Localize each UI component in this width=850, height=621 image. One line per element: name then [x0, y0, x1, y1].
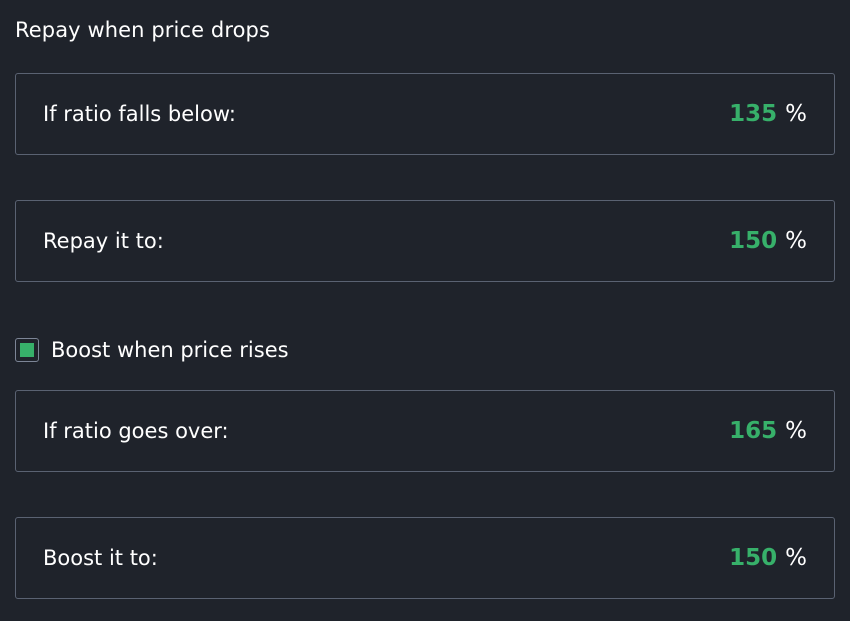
checkbox-checked-indicator — [20, 343, 34, 357]
boost-target-field[interactable]: Boost it to: 150 % — [15, 517, 835, 599]
repay-target-field[interactable]: Repay it to: 150 % — [15, 200, 835, 282]
repay-trigger-field[interactable]: If ratio falls below: 135 % — [15, 73, 835, 155]
boost-trigger-input[interactable]: 165 — [729, 418, 778, 444]
repay-target-label: Repay it to: — [43, 229, 164, 253]
boost-section-title[interactable]: Boost when price rises — [51, 338, 289, 362]
boost-target-value-group: 150 % — [729, 545, 807, 571]
boost-target-input[interactable]: 150 — [729, 545, 778, 571]
repay-trigger-unit: % — [785, 101, 807, 127]
repay-trigger-label: If ratio falls below: — [43, 102, 236, 126]
boost-trigger-field[interactable]: If ratio goes over: 165 % — [15, 390, 835, 472]
repay-target-input[interactable]: 150 — [729, 228, 778, 254]
repay-target-unit: % — [785, 228, 807, 254]
boost-target-unit: % — [785, 545, 807, 571]
boost-trigger-value-group: 165 % — [729, 418, 807, 444]
repay-trigger-input[interactable]: 135 — [729, 101, 778, 127]
boost-trigger-label: If ratio goes over: — [43, 419, 229, 443]
boost-target-label: Boost it to: — [43, 546, 158, 570]
repay-target-value-group: 150 % — [729, 228, 807, 254]
boost-checkbox[interactable] — [15, 338, 39, 362]
repay-section-title: Repay when price drops — [15, 18, 271, 42]
repay-trigger-value-group: 135 % — [729, 101, 807, 127]
boost-toggle-row[interactable]: Boost when price rises — [15, 338, 289, 362]
boost-trigger-unit: % — [785, 418, 807, 444]
